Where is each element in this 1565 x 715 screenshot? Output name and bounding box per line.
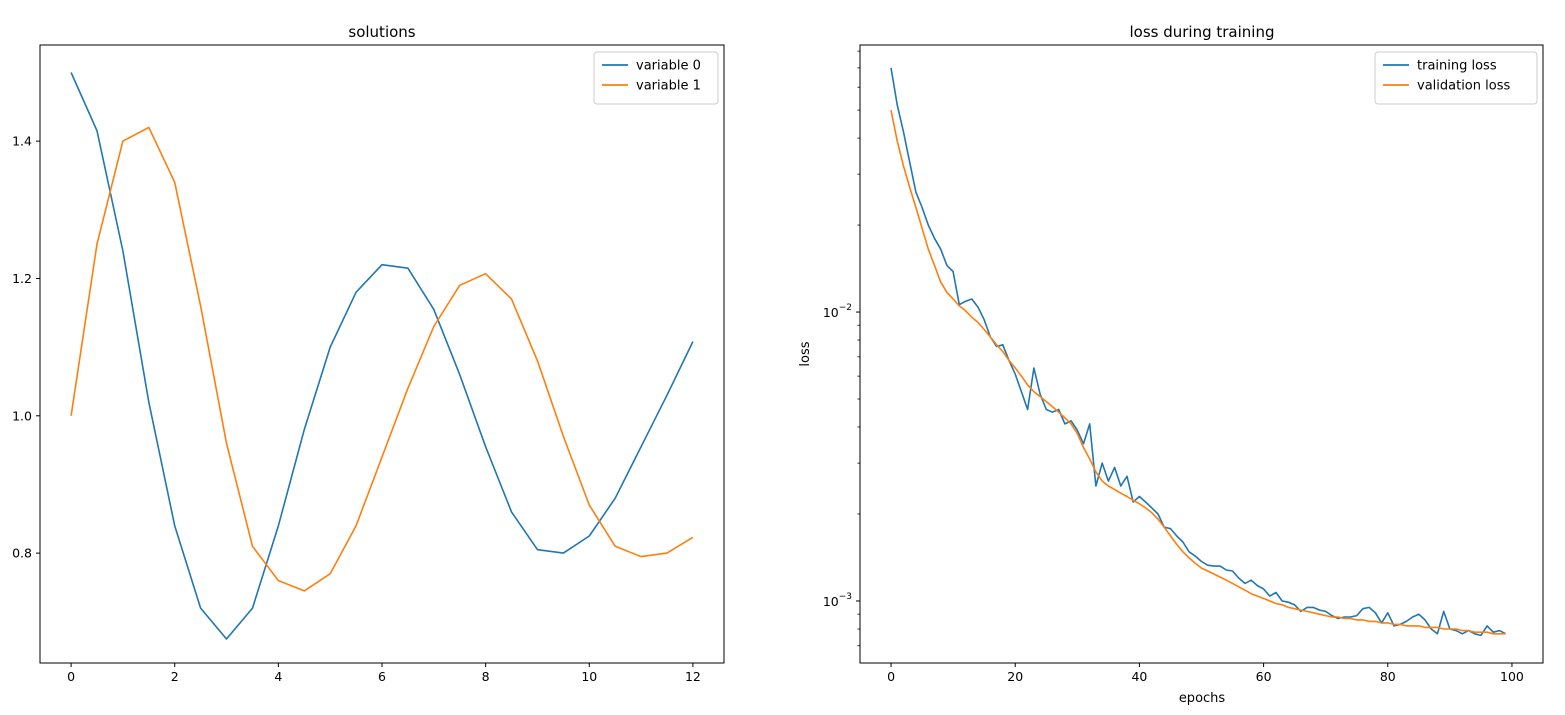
legend: variable 0 variable 1 xyxy=(593,51,719,105)
legend: training loss validation loss xyxy=(1374,51,1538,105)
y-tick-label: 0.8 xyxy=(12,546,32,561)
axes-frame xyxy=(859,44,1544,664)
legend-box xyxy=(1374,51,1538,105)
y-tick-label: 10−3 xyxy=(823,592,852,609)
legend-label: training loss xyxy=(1417,59,1497,74)
x-tick-label: 10 xyxy=(581,669,597,684)
legend-label: variable 1 xyxy=(636,79,701,94)
plot-series-group xyxy=(890,67,1507,637)
x-tick-label: 80 xyxy=(1380,669,1396,684)
legend-label: variable 0 xyxy=(636,59,701,74)
x-tick-label: 20 xyxy=(1007,669,1023,684)
series-line-1 xyxy=(70,126,694,592)
y-tick-label: 1.2 xyxy=(12,271,32,286)
legend-label: validation loss xyxy=(1417,79,1510,94)
x-tick-label: 2 xyxy=(171,669,179,684)
x-tick-label: 4 xyxy=(274,669,282,684)
x-axis-label: epochs xyxy=(1179,691,1226,706)
plot-series-group xyxy=(70,72,694,640)
y-tick-label: 10−2 xyxy=(823,303,852,320)
y-tick-label: 1.0 xyxy=(12,408,32,423)
axis-ticks: 0 2 4 6 8 10 12 0.8 1.0 1.2 1.4 xyxy=(12,134,701,684)
x-tick-label: 12 xyxy=(685,669,701,684)
axis-ticks: 0 20 40 60 80 100 10−2 10−3 xyxy=(823,50,1524,684)
x-tick-label: 8 xyxy=(482,669,490,684)
series-line-1 xyxy=(890,109,1506,635)
plot-title: solutions xyxy=(348,23,415,41)
series-line-0 xyxy=(70,72,694,640)
x-tick-label: 6 xyxy=(378,669,386,684)
x-tick-label: 60 xyxy=(1256,669,1272,684)
x-tick-label: 0 xyxy=(67,669,75,684)
solutions-plot: solutions 0 2 4 6 8 10 12 0.8 1.0 1.2 1.4 variable… xyxy=(12,23,725,684)
y-tick-label: 1.4 xyxy=(12,134,32,149)
y-axis-label: loss xyxy=(798,341,813,366)
x-tick-label: 0 xyxy=(887,669,895,684)
loss-plot: loss during training 0 20 40 60 80 100 10−2 10−… xyxy=(798,23,1544,706)
plot-title: loss during training xyxy=(1129,23,1274,41)
x-tick-label: 100 xyxy=(1500,669,1524,684)
x-tick-label: 40 xyxy=(1131,669,1147,684)
